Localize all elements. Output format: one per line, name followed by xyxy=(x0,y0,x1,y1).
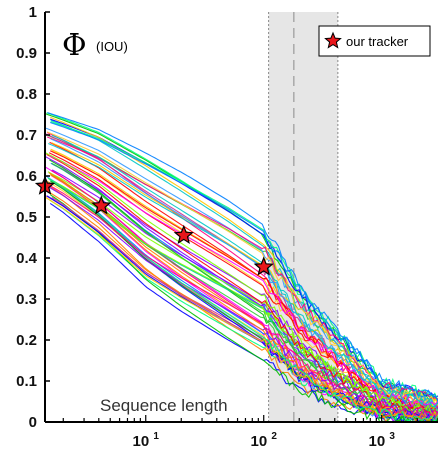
curve-line xyxy=(49,174,438,422)
x-tick-label: 10 2 xyxy=(251,431,278,450)
curve-line xyxy=(45,197,438,420)
curve-line xyxy=(51,134,438,408)
curve-line xyxy=(50,121,438,401)
x-ticks: 10 1 10 2 10 3 xyxy=(62,415,438,450)
curve-line xyxy=(47,177,438,422)
curve-line xyxy=(46,183,438,417)
legend: our tracker xyxy=(318,25,431,57)
y-ticks: 0 0.1 0.2 0.3 0.4 0.5 0.6 0.7 0.8 0.9 1 xyxy=(16,4,50,431)
y-tick-label: 0.4 xyxy=(16,250,38,267)
y-tick-label: 0.1 xyxy=(16,373,37,390)
legend-star-icon xyxy=(324,31,342,49)
y-tick-label: 0 xyxy=(29,414,37,431)
curve-line xyxy=(48,178,438,414)
x-tick-label: 10 1 xyxy=(133,431,160,450)
y-tick-label: 0.5 xyxy=(16,209,37,226)
curve-line xyxy=(51,142,438,408)
tracker-star-marker xyxy=(173,224,194,244)
curve-line xyxy=(47,112,438,401)
y-tick-label: 0.9 xyxy=(16,45,37,62)
curve-line xyxy=(51,162,438,417)
y-axis-subscript: (IOU) xyxy=(96,39,128,54)
curve-line xyxy=(46,131,438,406)
y-tick-label: 0.6 xyxy=(16,168,37,185)
curves-group xyxy=(44,112,438,422)
y-tick-label: 0.2 xyxy=(16,332,37,349)
y-axis-symbol: Φ xyxy=(62,28,87,63)
curve-line xyxy=(50,138,438,411)
x-axis-label: Sequence length xyxy=(100,396,228,415)
y-tick-label: 1 xyxy=(29,4,37,21)
curve-line xyxy=(46,153,438,414)
y-tick-label: 0.7 xyxy=(16,127,37,144)
y-tick-label: 0.3 xyxy=(16,291,37,308)
x-tick-label: 10 3 xyxy=(368,431,395,450)
tracker-star-marker xyxy=(91,195,112,215)
curve-line xyxy=(46,183,438,422)
curve-line xyxy=(51,169,438,412)
legend-label: our tracker xyxy=(346,34,409,49)
curve-line xyxy=(48,152,438,410)
y-tick-label: 0.8 xyxy=(16,86,37,103)
curve-line xyxy=(49,155,438,407)
curve-line xyxy=(50,121,438,402)
tracker-star-marker xyxy=(253,256,274,276)
